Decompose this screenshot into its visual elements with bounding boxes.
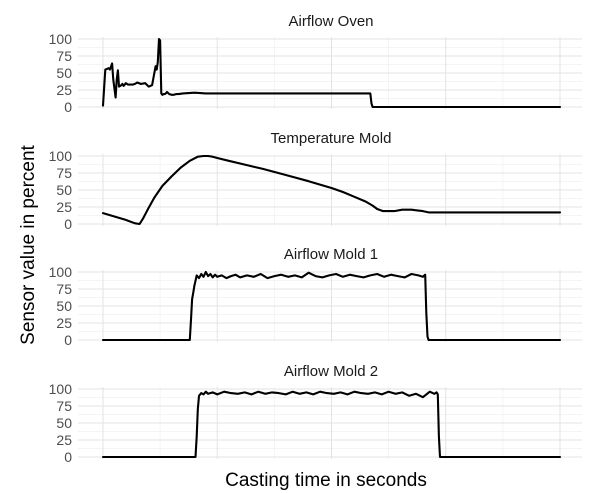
y-tick-label: 50 xyxy=(56,182,72,198)
y-tick-label: 100 xyxy=(49,381,73,397)
y-tick-label: 0 xyxy=(64,332,72,348)
series-line-1 xyxy=(101,37,562,109)
y-tick-label: 50 xyxy=(56,298,72,314)
y-tick-label: 50 xyxy=(56,415,72,431)
y-tick-label: 75 xyxy=(56,281,72,297)
series-line-1 xyxy=(101,270,562,342)
panel-title: Airflow Oven xyxy=(288,13,373,30)
y-tick-label: 75 xyxy=(56,48,72,64)
panel-title: Airflow Mold 2 xyxy=(284,363,378,380)
y-tick-label: 100 xyxy=(49,264,73,280)
y-tick-label: 0 xyxy=(64,449,72,465)
series-line-1 xyxy=(101,154,562,226)
y-tick-label: 25 xyxy=(56,199,72,215)
y-tick-label: 0 xyxy=(64,216,72,232)
y-tick-label: 25 xyxy=(56,82,72,98)
series-line-1 xyxy=(101,390,562,459)
y-tick-label: 25 xyxy=(56,315,72,331)
y-axis-title: Sensor value in percent xyxy=(18,144,39,344)
y-tick-label: 25 xyxy=(56,432,72,448)
x-axis-title: Casting time in seconds xyxy=(225,470,427,491)
y-tick-label: 100 xyxy=(49,31,73,47)
y-tick-label: 50 xyxy=(56,65,72,81)
panel-title: Airflow Mold 1 xyxy=(284,246,378,263)
y-tick-label: 75 xyxy=(56,165,72,181)
y-tick-label: 0 xyxy=(64,99,72,115)
y-tick-label: 75 xyxy=(56,398,72,414)
y-tick-label: 100 xyxy=(49,148,73,164)
panel-title: Temperature Mold xyxy=(271,130,392,147)
